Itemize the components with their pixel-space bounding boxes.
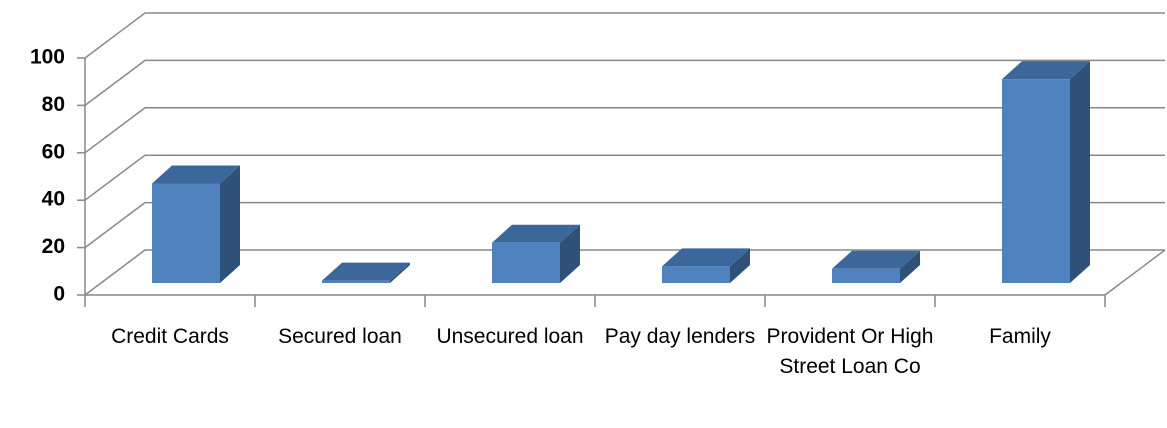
bar <box>322 262 410 283</box>
y-tick-label: 100 <box>30 46 65 69</box>
bar <box>152 165 240 283</box>
bar-front <box>322 280 390 283</box>
y-tick-label: 0 <box>53 283 65 306</box>
bar-top <box>492 224 580 243</box>
grid-line <box>84 154 1165 201</box>
bar-front <box>832 268 900 283</box>
bar <box>832 250 920 283</box>
grid-line <box>84 201 1165 249</box>
x-tick-label: Credit Cards <box>111 325 229 348</box>
bar-top <box>322 262 410 281</box>
grid-line <box>84 12 1165 59</box>
x-tick-label: Family <box>989 325 1051 348</box>
y-tick-label: 40 <box>42 188 65 211</box>
bar-side <box>390 262 410 283</box>
bar <box>662 248 750 283</box>
x-tick-label: Pay day lenders <box>604 325 756 348</box>
y-tick-label: 80 <box>42 93 65 116</box>
bar-side <box>220 165 240 283</box>
y-tick-label: 60 <box>42 140 65 163</box>
grid-line <box>84 107 1165 154</box>
bar-side <box>560 224 580 283</box>
x-tick-label: Provident Or High Street Loan Co <box>766 325 934 378</box>
bar-top <box>832 250 920 269</box>
bar-front <box>1002 79 1070 284</box>
bar-front <box>152 183 220 283</box>
bar-top <box>152 165 240 184</box>
bar-top <box>662 248 750 267</box>
bar-side <box>1070 61 1090 284</box>
bar-side <box>900 250 920 283</box>
bar-top <box>1002 61 1090 80</box>
y-tick-label: 20 <box>42 235 65 258</box>
x-tick-label: Unsecured loan <box>436 325 584 348</box>
floor-right <box>1104 249 1166 296</box>
bar-front <box>662 266 730 283</box>
bar-side <box>730 248 750 283</box>
grid-line <box>84 249 1165 296</box>
x-tick-label: Secured loan <box>278 325 402 348</box>
bar <box>492 224 580 283</box>
bar <box>1002 61 1090 284</box>
bar-front <box>492 242 560 283</box>
grid-line <box>84 59 1165 107</box>
